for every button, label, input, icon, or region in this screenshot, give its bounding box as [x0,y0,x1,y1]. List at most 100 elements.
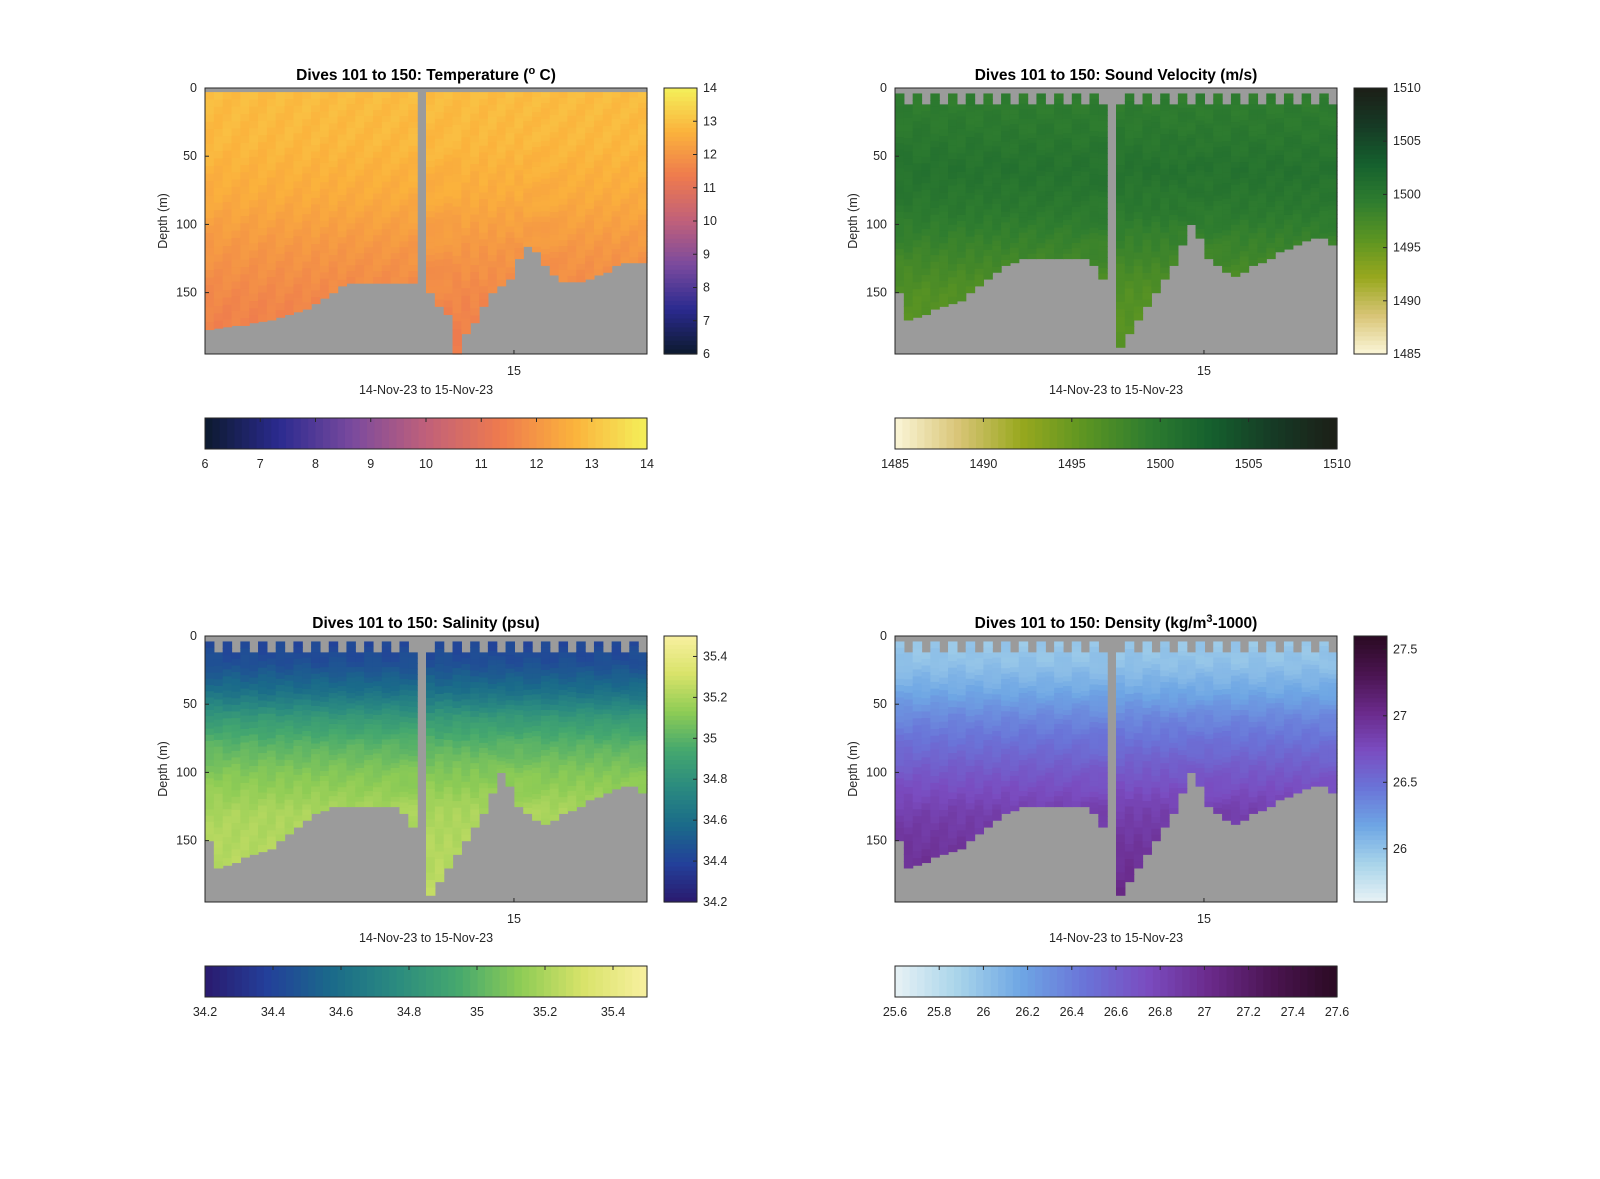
heatmap-cell [1310,212,1320,218]
heatmap-cell [1266,170,1276,177]
heatmap-cell [311,290,321,298]
heatmap-cell [470,780,480,787]
heatmap-cell [540,259,551,266]
heatmap-cell [912,156,923,164]
heatmap-cell [275,134,286,142]
heatmap-cell [222,788,233,796]
heatmap-cell [558,775,569,782]
heatmap-cell [479,808,489,814]
heatmap-cell [470,699,480,706]
heatmap-cell [1151,157,1161,164]
heatmap-cell [470,214,480,223]
heatmap-cell [1045,229,1055,236]
heatmap-cell [487,707,498,714]
heatmap-cell [249,658,259,666]
heatmap-cell [1301,222,1312,228]
heatmap-cell [505,127,515,134]
heatmap-cell [390,700,401,706]
heatmap-cell [567,92,577,99]
heatmap-cell [514,748,524,755]
heatmap-cell [930,282,940,290]
heatmap-cell [1195,206,1205,212]
colorbar-swatch [507,418,515,449]
heatmap-cell [1301,162,1312,168]
heatmap-cell [965,280,976,287]
heatmap-cell [364,713,374,720]
heatmap-cell [434,292,445,301]
heatmap-cell [1222,183,1232,189]
heatmap-cell [443,726,454,734]
heatmap-cell [470,113,480,122]
heatmap-cell [912,142,923,150]
heatmap-cell [266,683,277,690]
heatmap-cell [205,834,215,842]
heatmap-cell [205,747,215,755]
heatmap-cell [337,657,348,663]
heatmap-cell [364,133,374,141]
heatmap-cell [452,124,462,134]
heatmap-cell [974,172,984,179]
heatmap-cell [319,130,330,138]
heatmap-cell [576,133,586,141]
colorbar-swatch [664,327,697,333]
heatmap-cell [328,713,339,720]
heatmap-cell [426,758,436,767]
axes-box [894,87,1338,355]
heatmap-cell [408,133,418,141]
heatmap-cell [470,716,480,724]
heatmap-cell [434,716,445,725]
colorbar-tick-label: 10 [703,214,717,228]
heatmap-cell [965,130,976,138]
heatmap-cell [620,694,630,699]
colorbar-swatch [632,418,641,449]
heatmap-cell [593,194,604,202]
heatmap-cell [974,200,984,208]
heatmap-cell [319,721,330,728]
heatmap-cell [1089,104,1099,111]
heatmap-cell [1248,157,1259,164]
heatmap-cell [532,112,542,118]
heatmap-cell [470,279,480,288]
heatmap-cell [284,816,294,824]
heatmap-cell [319,156,330,164]
heatmap-cell [903,212,914,220]
heatmap-cell [1213,216,1223,223]
heatmap-cell [213,753,224,761]
heatmap-cell [1195,161,1205,167]
heatmap-cell [470,658,480,666]
heatmap-cell [1062,205,1073,211]
heatmap-cell [576,667,586,674]
heatmap-cell [390,211,401,219]
heatmap-cell [258,674,268,682]
heatmap-cell [205,660,215,667]
heatmap-cell [470,728,480,735]
heatmap-cell [470,228,480,237]
heatmap-cell [426,117,436,125]
heatmap-cell [921,301,931,309]
heatmap-cell [205,734,215,742]
heatmap-cell [532,191,542,198]
heatmap-cell [461,699,471,706]
heatmap-cell [921,242,931,250]
heatmap-cell [222,704,233,712]
heatmap-cell [222,690,233,698]
heatmap-cell [1275,247,1285,253]
heatmap-cell [311,700,321,707]
heatmap-cell [311,118,321,126]
heatmap-cell [213,232,224,241]
heatmap-cell [284,203,294,211]
heatmap-cell [205,685,215,692]
heatmap-cell [1009,188,1020,194]
heatmap-cell [249,803,259,811]
heatmap-cell [1266,150,1276,156]
heatmap-cell [319,790,330,797]
heatmap-cell [470,740,480,747]
heatmap-cell [1169,104,1179,110]
heatmap-cell [629,166,639,173]
heatmap-cell [319,227,330,235]
heatmap-cell [249,214,259,223]
heatmap-cell [1292,231,1303,237]
heatmap-cell [319,150,330,158]
heatmap-cell [222,795,233,803]
heatmap-cell [1301,226,1312,233]
